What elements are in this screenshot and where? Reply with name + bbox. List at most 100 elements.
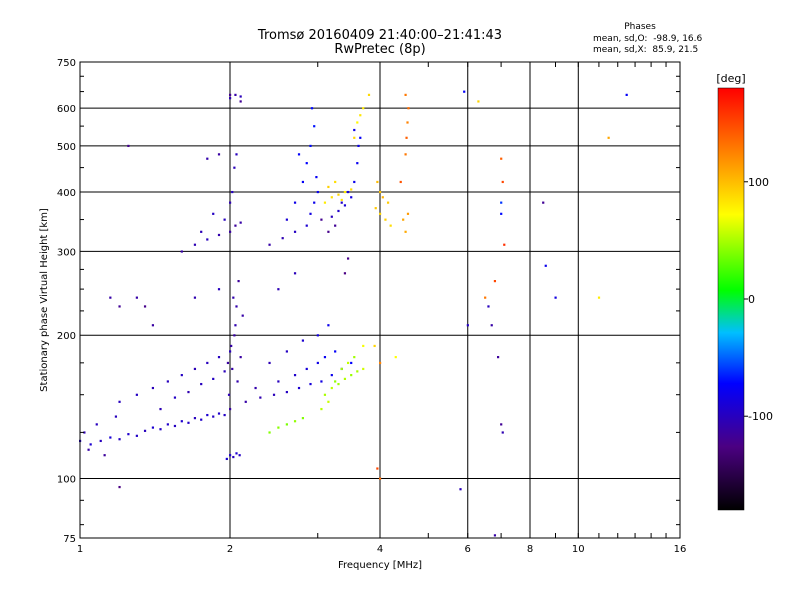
data-point xyxy=(200,230,203,233)
data-point xyxy=(343,272,347,275)
data-point xyxy=(404,153,407,156)
data-point xyxy=(384,218,387,221)
colorbar-tick-label: 100 xyxy=(748,176,769,189)
phases-title: Phases xyxy=(624,22,656,32)
data-point xyxy=(193,243,197,246)
data-point xyxy=(316,361,319,365)
data-point xyxy=(235,452,238,455)
data-point xyxy=(277,426,280,429)
data-point xyxy=(89,443,92,446)
data-point xyxy=(87,448,90,451)
data-point xyxy=(277,288,280,291)
data-point xyxy=(313,125,316,128)
data-point xyxy=(231,367,234,371)
data-point xyxy=(293,374,297,377)
data-point xyxy=(386,201,390,204)
data-point xyxy=(327,185,330,189)
data-point xyxy=(544,264,547,267)
data-point xyxy=(166,423,169,426)
y-tick-label: 300 xyxy=(57,247,76,258)
data-point xyxy=(217,233,221,237)
data-point xyxy=(362,367,365,371)
data-point xyxy=(223,413,226,417)
data-point xyxy=(399,180,402,184)
data-point xyxy=(320,218,323,221)
data-point xyxy=(239,356,242,359)
data-point xyxy=(350,361,353,365)
x-tick-label: 6 xyxy=(465,544,471,555)
data-point xyxy=(359,136,362,139)
data-point xyxy=(281,237,284,240)
data-point xyxy=(151,386,155,390)
data-point xyxy=(356,121,359,124)
data-point xyxy=(272,393,276,396)
data-point xyxy=(217,153,221,156)
data-point xyxy=(293,272,297,275)
data-point xyxy=(268,243,271,246)
data-point xyxy=(330,374,333,377)
data-point xyxy=(340,198,343,202)
data-point xyxy=(212,212,215,215)
data-point xyxy=(234,324,237,327)
data-point xyxy=(493,534,497,537)
data-point xyxy=(340,201,343,204)
data-point xyxy=(309,144,312,148)
x-axis-ticks: 1 2 4 6 8 10 16 xyxy=(77,62,686,555)
chart-title-line1: Tromsø 20160409 21:40:00–21:41:43 xyxy=(257,28,503,43)
x-tick-label: 4 xyxy=(377,544,383,555)
data-point xyxy=(206,413,209,417)
data-point xyxy=(554,296,557,299)
data-point xyxy=(254,386,257,390)
data-point xyxy=(373,344,376,348)
data-point xyxy=(193,417,197,420)
data-point xyxy=(350,196,353,199)
data-point xyxy=(353,128,356,132)
data-point xyxy=(310,107,314,110)
data-point xyxy=(405,136,408,139)
data-point xyxy=(109,296,112,299)
data-point xyxy=(379,212,382,215)
data-point xyxy=(394,356,397,359)
data-point xyxy=(367,93,371,96)
data-point xyxy=(229,454,232,457)
y-tick-label: 750 xyxy=(57,58,76,69)
data-point xyxy=(232,455,235,459)
y-axis-ticks: 75 100 200 300 400 500 600 750 xyxy=(57,58,680,545)
data-point xyxy=(374,207,377,210)
data-point xyxy=(268,361,271,365)
data-point xyxy=(490,324,493,327)
data-point xyxy=(118,400,121,403)
data-point xyxy=(118,305,121,308)
data-point xyxy=(180,374,183,377)
data-point xyxy=(166,380,169,383)
data-point xyxy=(334,350,337,353)
data-point xyxy=(356,370,359,373)
data-point xyxy=(330,196,333,199)
data-point xyxy=(239,221,242,224)
data-point xyxy=(313,201,316,204)
data-point xyxy=(285,423,288,426)
data-point xyxy=(114,415,118,418)
data-point xyxy=(389,224,392,227)
data-point xyxy=(500,157,503,160)
data-point xyxy=(193,296,197,299)
y-tick-label: 600 xyxy=(57,104,76,115)
data-point xyxy=(293,230,297,233)
data-point xyxy=(625,93,628,96)
data-point xyxy=(316,334,319,337)
data-point xyxy=(127,144,130,148)
data-point xyxy=(127,433,130,436)
data-point xyxy=(362,344,365,348)
data-point xyxy=(381,196,384,199)
data-point xyxy=(229,201,232,204)
data-point xyxy=(379,477,382,480)
data-point xyxy=(501,431,504,434)
data-point xyxy=(357,144,360,148)
data-point xyxy=(118,438,121,441)
data-point xyxy=(376,467,379,470)
data-point xyxy=(212,415,215,418)
data-point xyxy=(362,107,365,110)
x-tick-label: 8 xyxy=(527,544,533,555)
data-point xyxy=(217,356,221,359)
